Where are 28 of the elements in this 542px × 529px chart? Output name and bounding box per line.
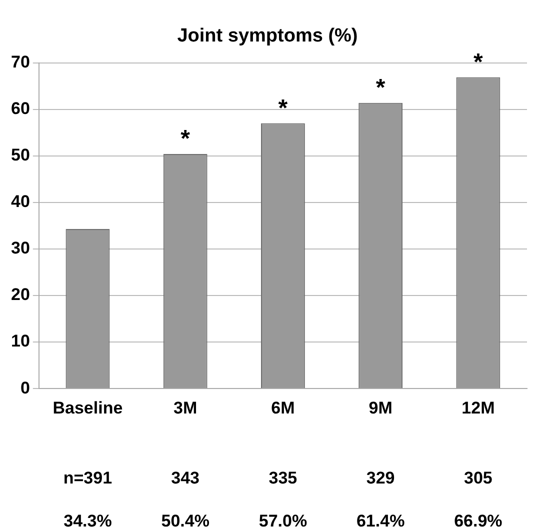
data-label: 34.3% bbox=[64, 512, 112, 529]
text: 305 bbox=[464, 468, 492, 488]
data-label: 57.0% bbox=[258, 512, 308, 529]
data-label: 61.4% bbox=[356, 512, 405, 529]
y-tick-label: 10 bbox=[10, 332, 30, 351]
text: 343 bbox=[171, 468, 200, 488]
y-tick-label: 60 bbox=[10, 99, 30, 118]
annotation: * bbox=[180, 126, 191, 153]
x-tick-label: Baseline bbox=[52, 398, 123, 418]
x-tick-label: 12M bbox=[462, 398, 495, 418]
y-tick-label: 70 bbox=[10, 52, 30, 72]
data-label: 50.4% bbox=[161, 512, 210, 529]
text: n=391 bbox=[63, 468, 112, 488]
data-label: 66.9% bbox=[454, 512, 502, 529]
y-tick-label: 40 bbox=[10, 192, 30, 212]
y-tick-label: 20 bbox=[10, 285, 30, 304]
y-tick-label: 50 bbox=[10, 146, 30, 165]
y-tick-label: 0 bbox=[20, 378, 30, 398]
y-tick-label: 30 bbox=[10, 238, 30, 258]
x-tick-label: 9M bbox=[368, 398, 392, 418]
annotation: * bbox=[376, 74, 386, 102]
x-tick-label: 6M bbox=[271, 398, 295, 418]
annotation: * bbox=[278, 94, 288, 122]
chart-title: Joint symptoms (%) bbox=[177, 26, 358, 47]
x-tick-label: 3M bbox=[174, 398, 198, 418]
text: 335 bbox=[268, 468, 298, 488]
annotation: * bbox=[474, 48, 484, 76]
text: 329 bbox=[366, 468, 395, 488]
